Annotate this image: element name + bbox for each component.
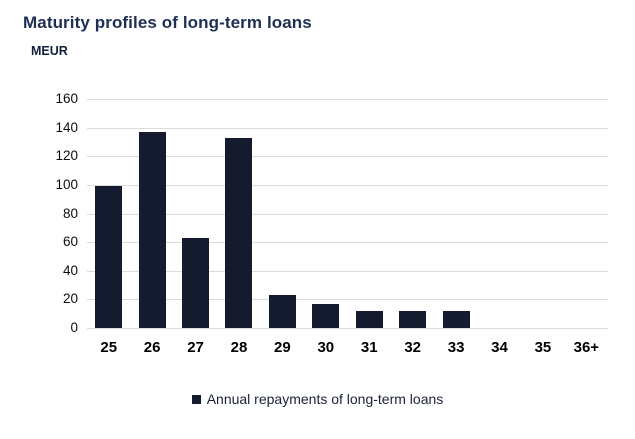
x-tick-label: 26 xyxy=(143,339,161,356)
bar xyxy=(442,310,470,328)
gridline xyxy=(87,299,608,301)
bar-slot xyxy=(261,99,304,328)
bar-slot xyxy=(565,99,608,328)
gridline xyxy=(87,213,608,215)
bar-slot xyxy=(174,99,217,328)
y-tick-label: 0 xyxy=(70,320,78,335)
bar xyxy=(182,237,210,328)
legend: Annual repayments of long-term loans xyxy=(0,391,635,407)
legend-swatch-icon xyxy=(191,394,201,404)
bar-slot xyxy=(130,99,173,328)
x-tick-label: 29 xyxy=(274,339,291,356)
gridline xyxy=(87,270,608,272)
bar xyxy=(268,295,296,328)
y-tick-label: 60 xyxy=(62,234,78,250)
bar-slot xyxy=(478,99,521,328)
x-tick-label: 25 xyxy=(100,339,118,356)
x-tick-label: 28 xyxy=(230,339,248,356)
gridline xyxy=(87,328,608,329)
bar-slot xyxy=(217,99,260,328)
y-tick-label: 140 xyxy=(55,119,78,135)
x-axis-tick-labels: 25 26 27 28 29 30 31 32 33 34 35 36+ xyxy=(87,339,608,357)
x-tick-label: 27 xyxy=(187,339,204,356)
bar xyxy=(138,131,166,328)
bar-slot xyxy=(87,99,130,328)
y-tick-label: 160 xyxy=(55,91,78,106)
bar-slot xyxy=(304,99,347,328)
y-axis-tick-labels: 160 140 120 100 80 60 40 20 0 xyxy=(30,91,78,335)
bar-series xyxy=(87,99,608,328)
gridline xyxy=(87,127,608,129)
gridline xyxy=(87,242,608,244)
x-tick-label: 30 xyxy=(317,339,335,356)
x-tick-label: 31 xyxy=(360,339,378,356)
y-tick-label: 120 xyxy=(55,148,78,164)
bar-slot xyxy=(434,99,477,328)
bar xyxy=(95,186,123,328)
chart-title: Maturity profiles of long-term loans xyxy=(23,13,312,32)
x-tick-label: 35 xyxy=(534,339,552,356)
y-axis-unit-label: MEUR xyxy=(31,44,68,58)
gridline xyxy=(87,184,608,186)
gridline xyxy=(87,99,608,100)
bar xyxy=(225,137,253,328)
bar xyxy=(399,310,427,328)
bar xyxy=(312,303,340,328)
bar xyxy=(355,310,383,328)
y-tick-label: 100 xyxy=(55,176,78,192)
y-tick-label: 20 xyxy=(62,291,78,307)
x-tick-label: 34 xyxy=(491,339,508,356)
x-tick-label: 33 xyxy=(447,339,465,356)
plot-area xyxy=(87,99,608,329)
bar-slot xyxy=(391,99,434,328)
legend-label: Annual repayments of long-term loans xyxy=(206,391,444,407)
x-tick-label: 32 xyxy=(404,339,421,356)
y-tick-label: 80 xyxy=(62,205,78,221)
x-tick-label: 36+ xyxy=(573,339,600,356)
bar-slot xyxy=(521,99,564,328)
gridline xyxy=(87,156,608,158)
y-tick-label: 40 xyxy=(62,262,78,278)
bar-slot xyxy=(348,99,391,328)
